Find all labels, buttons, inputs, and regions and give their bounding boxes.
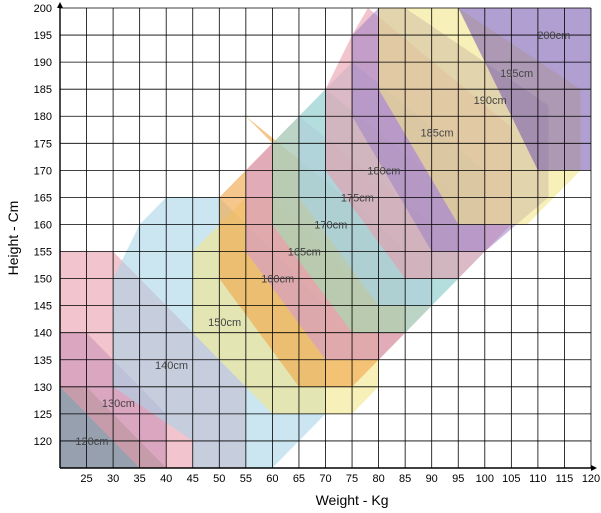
y-tick-label: 200 [34,3,52,15]
y-tick-label: 130 [34,382,52,394]
zone-label: 200cm [537,30,570,42]
y-tick-label: 165 [34,192,52,204]
y-tick-label: 125 [34,409,52,421]
x-tick-label: 65 [293,473,305,485]
x-tick-label: 120 [582,473,600,485]
x-tick-label: 95 [452,473,464,485]
x-tick-label: 45 [187,473,199,485]
zone-label: 130cm [102,398,135,410]
x-tick-label: 60 [266,473,278,485]
x-tick-label: 110 [529,473,547,485]
zone-label: 170cm [314,219,347,231]
y-tick-label: 185 [34,84,52,96]
x-tick-label: 25 [80,473,92,485]
x-tick-label: 40 [160,473,172,485]
x-tick-label: 50 [213,473,225,485]
zone-label: 120cm [75,436,108,448]
zone-label: 140cm [155,360,188,372]
zone-label: 195cm [500,68,533,80]
y-tick-label: 195 [34,30,52,42]
y-tick-label: 180 [34,111,52,123]
x-axis-label: Weight - Kg [316,492,389,508]
x-tick-label: 75 [346,473,358,485]
x-tick-label: 35 [134,473,146,485]
x-tick-label: 115 [556,473,574,485]
y-tick-label: 155 [34,247,52,259]
y-tick-label: 145 [34,301,52,313]
height-weight-zone-chart: 25 30 35 40 45 50 55 60 65 70 75 80 85 90 95 100 105 110 1… [0,0,601,513]
y-tick-label: 120 [34,436,52,448]
zone-label: 175cm [341,192,374,204]
x-tick-label: 55 [240,473,252,485]
y-tick-label: 135 [34,355,52,367]
x-tick-label: 80 [372,473,384,485]
y-tick-label: 190 [34,57,52,69]
zone-label: 165cm [288,247,321,259]
y-tick-label: 150 [34,274,52,286]
y-tick-label: 175 [34,138,52,150]
y-axis-label: Height - Cm [5,201,21,276]
y-tick-label: 140 [34,328,52,340]
zone-label: 180cm [367,165,400,177]
x-tick-label: 100 [476,473,494,485]
x-tick-label: 85 [399,473,411,485]
y-tick-label: 170 [34,165,52,177]
x-tick-label: 30 [107,473,119,485]
zone-label: 160cm [261,274,294,286]
x-tick-label: 70 [319,473,331,485]
zone-label: 190cm [474,95,507,107]
x-tick-label: 105 [502,473,520,485]
y-tick-label: 160 [34,219,52,231]
zone-label: 150cm [208,317,241,329]
zone-label: 185cm [420,127,453,139]
x-tick-label: 90 [426,473,438,485]
